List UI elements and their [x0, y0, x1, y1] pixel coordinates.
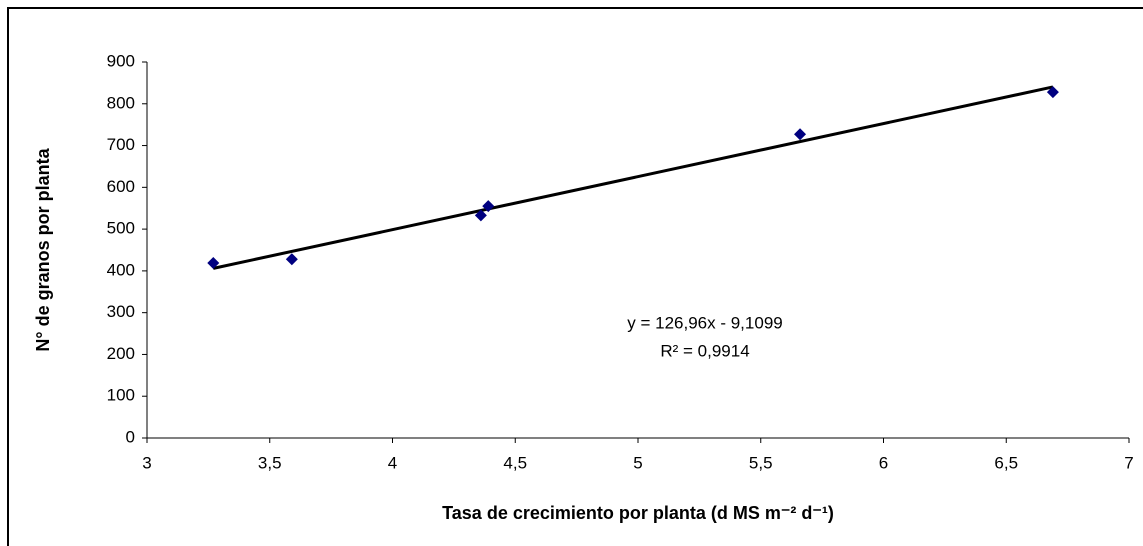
point	[794, 128, 807, 141]
trend-equation: y = 126,96x - 9,1099	[627, 313, 782, 332]
x-tick-label: 3,5	[258, 453, 282, 472]
point	[207, 256, 220, 269]
y-tick-label: 600	[107, 177, 135, 196]
x-tick-label: 7	[1124, 453, 1133, 472]
x-tick-label: 3	[142, 453, 151, 472]
y-tick-label: 400	[107, 260, 135, 279]
y-axis-label: N° de granos por planta	[33, 147, 53, 351]
y-tick-label: 700	[107, 135, 135, 154]
trendline	[212, 85, 1054, 270]
y-tick-label: 100	[107, 386, 135, 405]
x-axis-label: Tasa de crecimiento por planta (d MS m⁻²…	[442, 503, 834, 523]
point	[285, 253, 298, 266]
x-tick-label: 5	[633, 453, 642, 472]
x-tick-label: 6,5	[994, 453, 1018, 472]
x-tick-label: 5,5	[749, 453, 773, 472]
point	[474, 209, 487, 222]
chart-frame	[7, 7, 1143, 546]
x-tick-label: 6	[879, 453, 888, 472]
y-tick-label: 900	[107, 51, 135, 70]
trend-r2: R² = 0,9914	[660, 341, 749, 360]
point	[482, 200, 495, 213]
y-tick-label: 800	[107, 93, 135, 112]
x-tick-label: 4	[388, 453, 397, 472]
y-tick-label: 200	[107, 344, 135, 363]
x-tick-label: 4,5	[503, 453, 527, 472]
y-tick-label: 300	[107, 302, 135, 321]
y-tick-label: 500	[107, 219, 135, 238]
point	[1046, 86, 1059, 99]
y-tick-label: 0	[126, 427, 135, 446]
